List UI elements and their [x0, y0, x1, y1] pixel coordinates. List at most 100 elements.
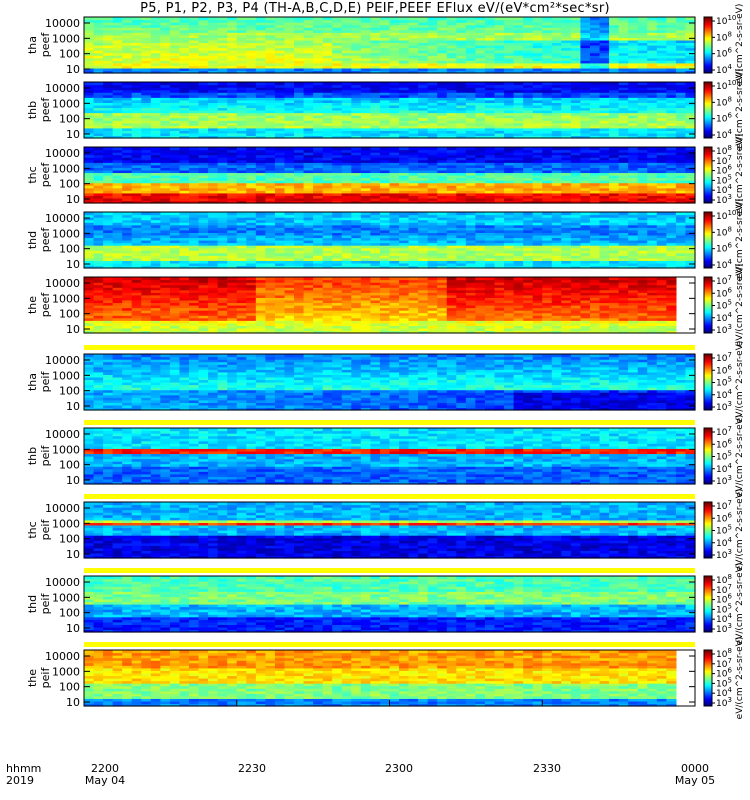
y-tick-label: 1000 — [52, 32, 80, 45]
colorbar-tick-label: 104 — [716, 258, 732, 271]
colorbar-frame — [703, 81, 713, 139]
colorbar-tick-label: 105 — [716, 376, 732, 389]
y-axis-label: the — [26, 669, 39, 687]
colorbar-tick-label: 106 — [716, 242, 732, 255]
no-data-region — [685, 650, 695, 706]
colorbar-tick-label: 107 — [716, 425, 732, 438]
colorbar-tick-label: 103 — [716, 548, 732, 561]
y-tick-label: 10000 — [45, 576, 80, 589]
panel-thc-peef: 10 100 1000 10000 thc peef — [26, 146, 696, 206]
y-tick-label: 10 — [66, 193, 80, 206]
y-axis-label: peef — [39, 97, 52, 123]
y-tick-label: 10000 — [45, 17, 80, 30]
colorbar-unit-label: eV/(cm^2-s-sr-eV) — [735, 489, 745, 572]
colorbar-frame — [703, 575, 713, 633]
colorbar-unit-label: eV/(cm^2-s-sr-eV) — [735, 69, 745, 152]
separator-band — [84, 494, 695, 499]
colorbar-tick-label: 103 — [716, 323, 732, 336]
colorbar-frame — [703, 146, 713, 204]
y-axis-label: thb — [26, 101, 39, 119]
y-axis-label: the — [26, 296, 39, 314]
panel-frame — [83, 427, 696, 485]
y-tick-label: 1000 — [52, 369, 80, 382]
colorbar-unit-label: eV/(cm^2-s-sr-eV) — [735, 4, 745, 87]
colorbar-tick-label: 107 — [716, 351, 732, 364]
y-axis-label: peif — [39, 667, 52, 689]
y-tick-label: 100 — [59, 48, 80, 61]
y-tick-label: 1000 — [52, 292, 80, 305]
x-tick-2200: 2200 May 04 — [84, 762, 126, 787]
y-axis-label: peif — [39, 519, 52, 541]
y-axis-label: peif — [39, 445, 52, 467]
y-axis-label: peif — [39, 593, 52, 615]
panel-frame — [83, 575, 696, 633]
y-tick-label: 10000 — [45, 212, 80, 225]
y-tick-label: 10 — [66, 128, 80, 141]
colorbar-tick-label: 103 — [716, 400, 732, 413]
colorbar-tick-label: 108 — [716, 95, 732, 108]
y-tick-label: 100 — [59, 308, 80, 321]
y-tick-label: 10000 — [45, 277, 80, 290]
separator-band — [84, 345, 695, 350]
x-tick-2230: 2230 — [238, 762, 266, 775]
y-tick-label: 1000 — [52, 517, 80, 530]
y-axis-label: peef — [39, 292, 52, 318]
colorbar-tick-label: 104 — [716, 536, 732, 549]
colorbar-tick-label: 105 — [716, 299, 732, 312]
y-axis-label: thd — [26, 595, 39, 613]
colorbar-frame — [703, 649, 713, 707]
y-tick-label: 100 — [59, 385, 80, 398]
figure-title: P5, P1, P2, P3, P4 (TH-A,B,C,D,E) PEIF,P… — [140, 1, 610, 16]
panel-thd-peif: 10 100 1000 10000 thd peif — [26, 575, 696, 635]
y-tick-label: 10 — [66, 474, 80, 487]
colorbar-tick-label: 106 — [716, 363, 732, 376]
panel-the-peef: 10 100 1000 10000 the peef — [26, 276, 696, 336]
panel-thd-peef: 10 100 1000 10000 thd peef — [26, 211, 696, 271]
y-tick-label: 1000 — [52, 665, 80, 678]
y-tick-label: 10000 — [45, 82, 80, 95]
colorbar-unit-label: eV/(cm^2-s-sr-eV) — [735, 199, 745, 282]
x-tick-2330: 2330 — [533, 762, 561, 775]
colorbar-tick-label: 1010 — [716, 14, 736, 27]
separator-band — [84, 642, 695, 647]
y-tick-label: 10 — [66, 400, 80, 413]
x-row-label-hhmm: hhmm — [6, 762, 42, 775]
y-tick-label: 100 — [59, 178, 80, 191]
y-tick-label: 1000 — [52, 162, 80, 175]
colorbar-tick-label: 104 — [716, 388, 732, 401]
colorbar-tick-label: 106 — [716, 47, 732, 60]
y-axis-label: tha — [26, 36, 39, 54]
y-tick-label: 10000 — [45, 147, 80, 160]
colorbar-unit-label: eV/(cm^2-s-sr-eV) — [735, 264, 745, 347]
y-axis-label: thd — [26, 231, 39, 249]
colorbar-tick-label: 103 — [716, 474, 732, 487]
panel-tha-peif: 10 100 1000 10000 tha peif — [26, 353, 696, 413]
y-axis-label: thb — [26, 447, 39, 465]
y-tick-label: 10 — [66, 63, 80, 76]
colorbar-tick-label: 106 — [716, 437, 732, 450]
colorbar-unit-label: eV/(cm^2-s-sr-eV) — [735, 637, 745, 720]
panel-tha-peef: 10 100 1000 10000 tha peef — [26, 16, 696, 76]
colorbar-tick-label: 104 — [716, 311, 732, 324]
colorbar-tick-label: 108 — [716, 225, 732, 238]
x-row-label-year: 2019 — [6, 774, 34, 787]
panel-thb-peif: 10 100 1000 10000 thb peif — [26, 427, 696, 487]
colorbar-tick-label: 1010 — [716, 79, 736, 92]
y-tick-label: 1000 — [52, 97, 80, 110]
colorbar-tick-label: 1010 — [716, 209, 736, 222]
panel-thc-peif: 10 100 1000 10000 thc peif — [26, 501, 696, 561]
y-tick-label: 100 — [59, 113, 80, 126]
y-tick-label: 10000 — [45, 502, 80, 515]
y-tick-label: 1000 — [52, 443, 80, 456]
y-tick-label: 100 — [59, 681, 80, 694]
y-axis-label: tha — [26, 373, 39, 391]
y-tick-label: 100 — [59, 459, 80, 472]
panel-the-peif: 10 100 1000 10000 the peif — [26, 649, 696, 709]
panel-frame — [83, 146, 696, 204]
